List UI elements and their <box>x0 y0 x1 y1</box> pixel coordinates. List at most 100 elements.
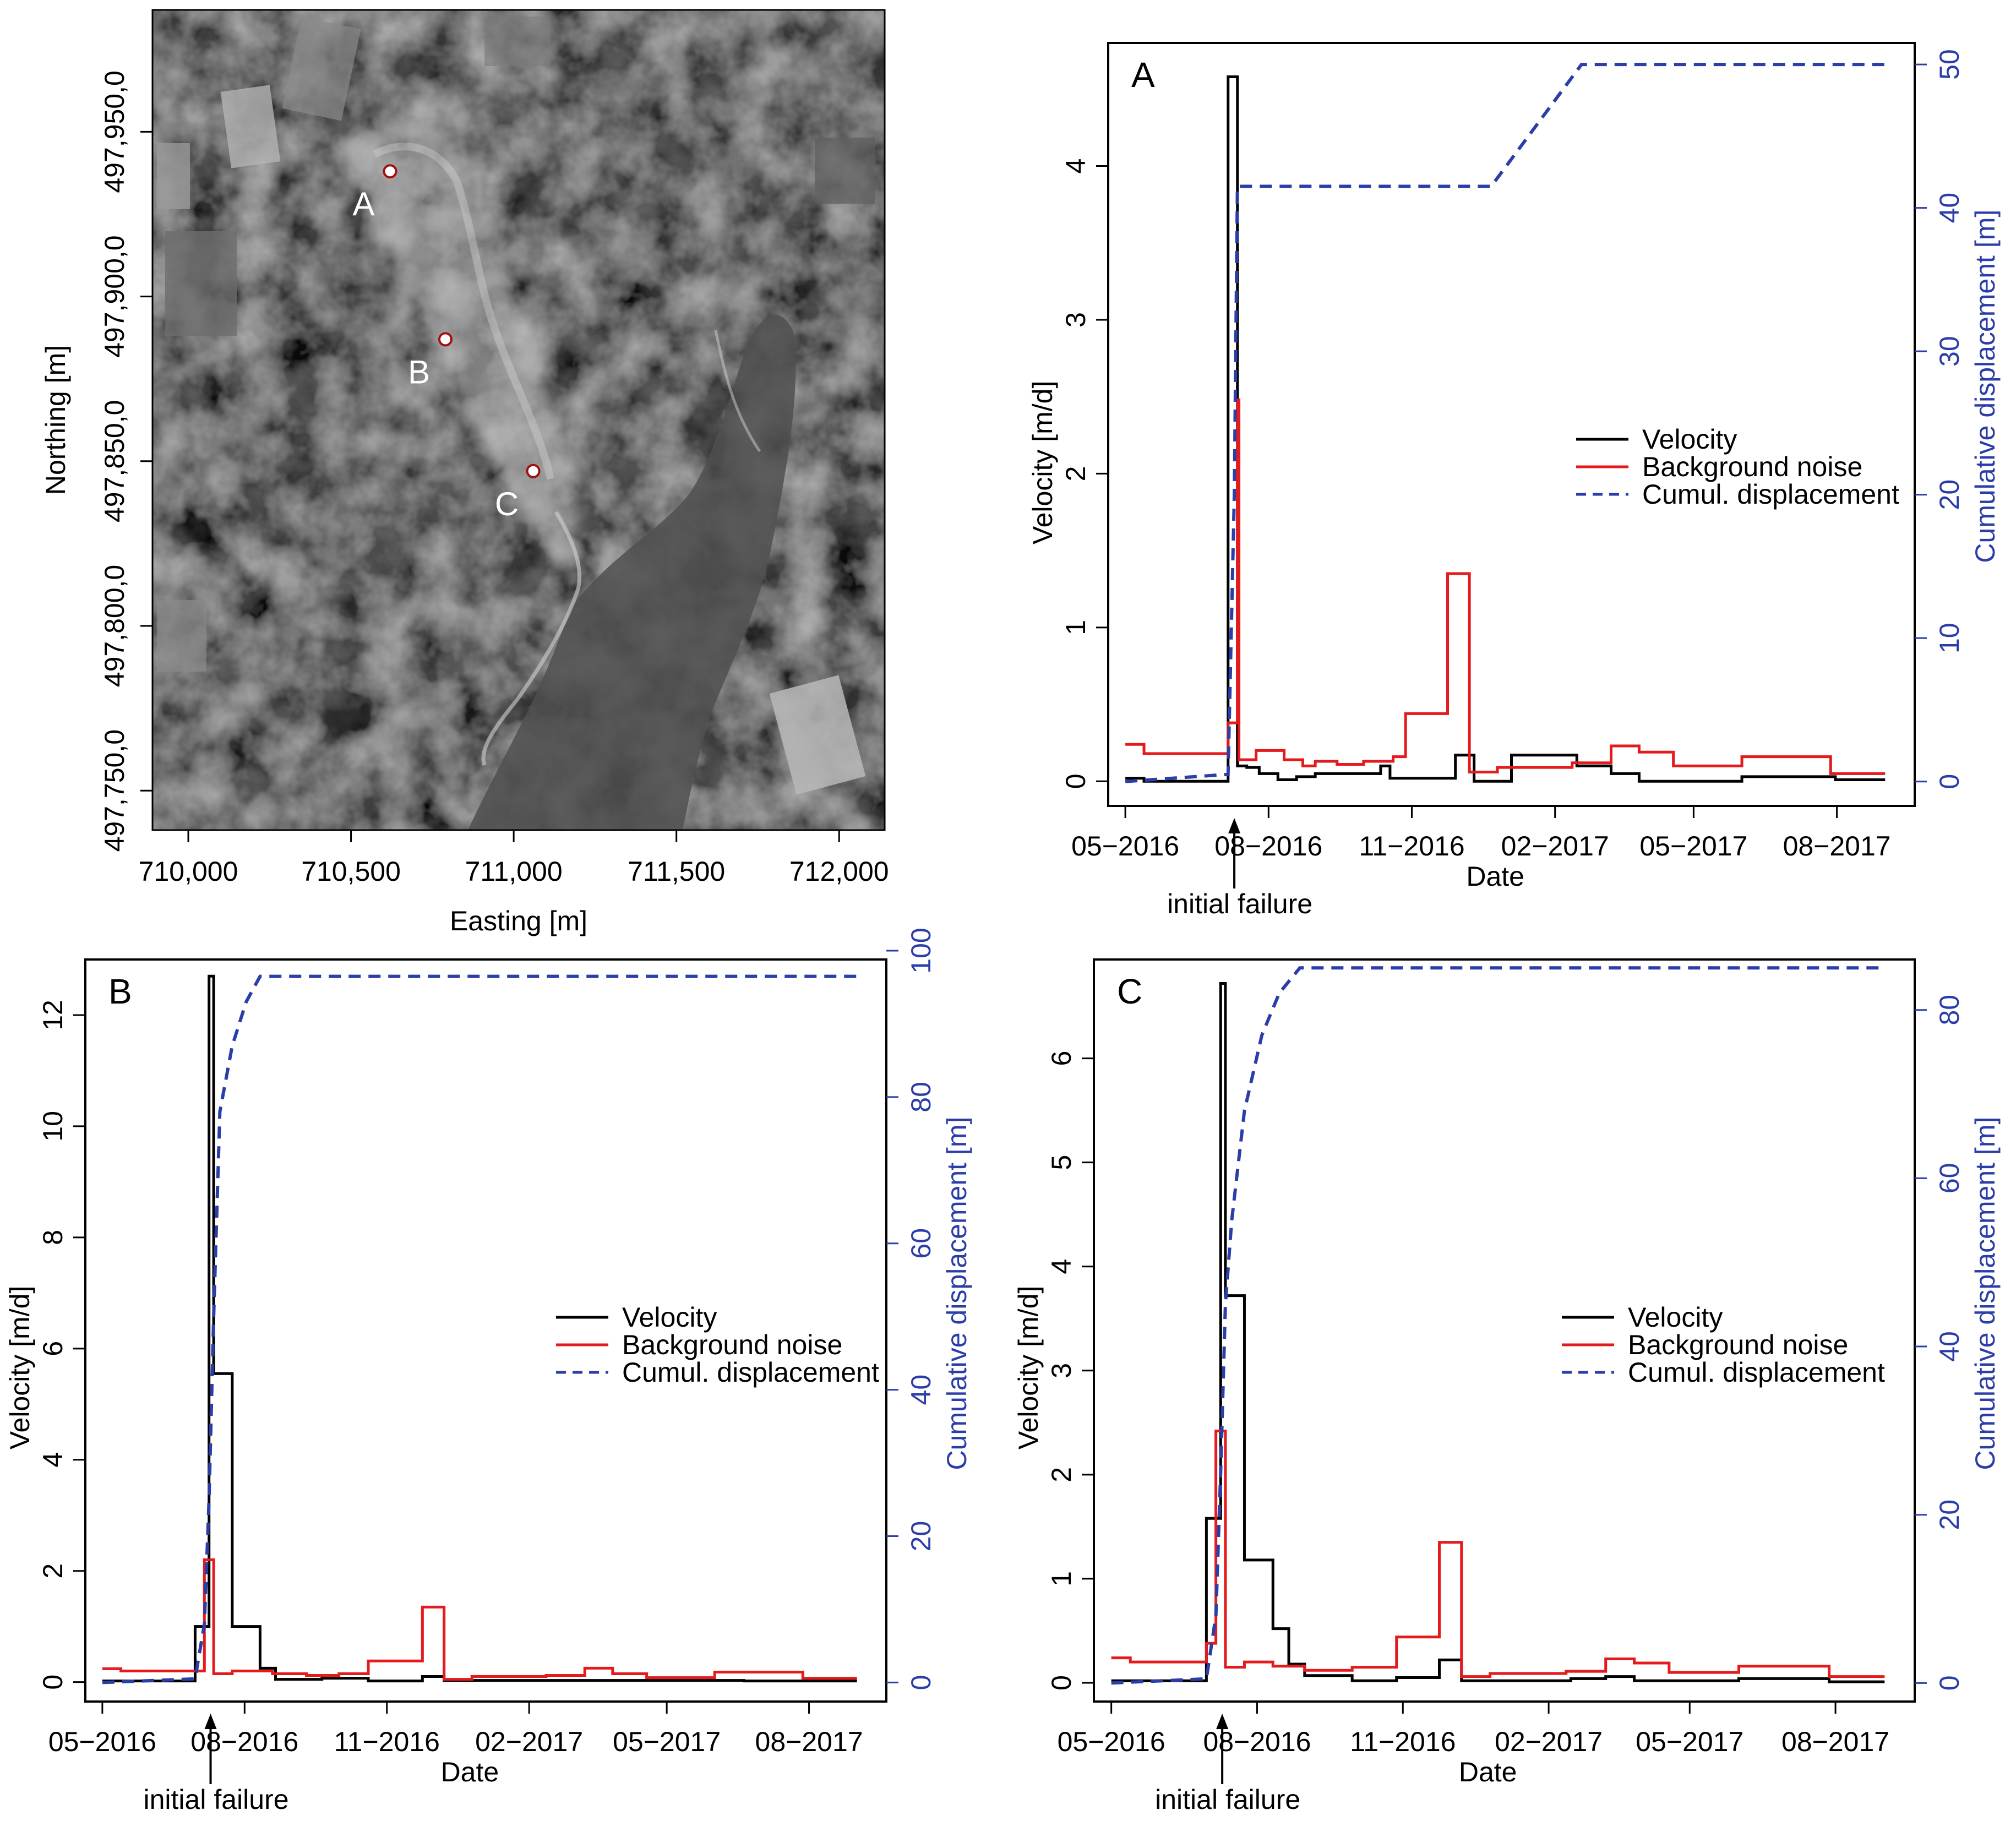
y2-tick-label: 10 <box>1934 623 1965 653</box>
x-tick-label: 02−2017 <box>475 1726 583 1757</box>
map-axes: 710,000 710,500 711,000 711,500 712,000 497,7… <box>99 70 889 887</box>
point-marker-c <box>526 464 541 478</box>
lake-surface <box>468 315 796 830</box>
y-axis-label: Velocity [m/d] <box>4 1286 35 1449</box>
point-marker-a <box>383 164 397 179</box>
y2-tick-label: 80 <box>906 1082 936 1113</box>
x-axis-label: Date <box>1459 1757 1517 1787</box>
y2-axis-label: Cumulative displacement [m] <box>941 1117 972 1470</box>
point-label-b: B <box>408 353 430 390</box>
y2-tick-label: 40 <box>1934 193 1965 223</box>
y-tick-label: 2 <box>1060 466 1091 482</box>
y-tick-label: 3 <box>1046 1363 1077 1378</box>
x-tick-label: 08−2017 <box>755 1726 863 1757</box>
map-y-tick-label: 497,800,0 <box>99 565 130 687</box>
map-frame <box>151 9 886 831</box>
initial-failure-label: initial failure <box>1167 888 1312 919</box>
y2-tick-label: 20 <box>906 1521 936 1552</box>
y-tick-label: 1 <box>1046 1571 1077 1586</box>
x-axis-label: Date <box>441 1757 499 1787</box>
satellite-map: 710,000 710,500 711,000 711,500 712,000 497,7… <box>40 9 889 936</box>
x-tick-label: 02−2017 <box>1501 831 1609 862</box>
x-tick-label: 05−2016 <box>48 1726 156 1757</box>
x-tick-label: 05−2017 <box>1636 1726 1743 1757</box>
plot-frame <box>84 958 887 1703</box>
x-tick-label: 05−2016 <box>1071 831 1179 862</box>
legend-label-noise: Background noise <box>1642 451 1862 482</box>
series-background-noise-line <box>1125 398 1886 775</box>
y-tick-label: 2 <box>1046 1467 1077 1482</box>
series-background-noise-line <box>1111 1429 1885 1678</box>
y2-tick-label: 100 <box>906 928 936 973</box>
map-y-tick-label: 497,750,0 <box>99 729 130 852</box>
x-tick-label: 08−2016 <box>1203 1726 1311 1757</box>
y2-tick-label: 20 <box>1934 1500 1965 1530</box>
series-background-noise-line <box>102 1558 857 1681</box>
series-cumulative-displacement-line <box>1111 966 1885 1685</box>
y2-tick-label: 40 <box>1934 1331 1965 1362</box>
y2-tick-label: 80 <box>1934 995 1965 1026</box>
y-tick-label: 0 <box>1046 1675 1077 1691</box>
y-tick-label: 0 <box>37 1675 68 1690</box>
satellite-image <box>152 10 885 830</box>
y2-tick-label: 50 <box>1934 49 1965 80</box>
map-y-tick-label: 497,950,0 <box>99 70 130 193</box>
x-axis-label: Date <box>1466 861 1524 892</box>
legend-label-cumul: Cumul. displacement <box>1628 1357 1885 1388</box>
y-tick-label: 4 <box>1060 159 1091 174</box>
legend-label-noise: Background noise <box>1628 1329 1848 1360</box>
initial-failure-label: initial failure <box>1155 1784 1300 1815</box>
shoreline <box>481 511 582 766</box>
initial-failure-arrowhead <box>204 1714 217 1729</box>
y-tick-label: 0 <box>1060 773 1091 789</box>
x-tick-label: 08−2017 <box>1781 1726 1889 1757</box>
series-velocity-line <box>1111 982 1885 1683</box>
y2-tick-label: 20 <box>1934 479 1965 510</box>
map-x-tick-label: 710,000 <box>139 856 238 887</box>
panel-label: B <box>108 972 132 1011</box>
y2-axis-label: Cumulative displacement [m] <box>1970 210 2001 563</box>
initial-failure-label: initial failure <box>144 1784 289 1815</box>
map-points: A B C <box>352 164 541 522</box>
plot-frame <box>1107 42 1916 807</box>
legend-label-velocity: Velocity <box>1642 424 1737 455</box>
y-tick-label: 1 <box>1060 620 1091 635</box>
point-label-c: C <box>495 486 519 522</box>
y-tick-label: 5 <box>1046 1155 1077 1170</box>
x-tick-label: 08−2016 <box>1214 831 1322 862</box>
y2-axis-label: Cumulative displacement [m] <box>1970 1117 2001 1470</box>
landslide-streak <box>372 143 554 480</box>
y2-tick-label: 30 <box>1934 336 1965 367</box>
x-tick-label: 11−2016 <box>334 1726 440 1757</box>
series-cumulative-displacement-line <box>1125 63 1886 783</box>
y-tick-label: 3 <box>1060 312 1091 328</box>
map-y-tick-label: 497,900,0 <box>99 235 130 357</box>
y2-tick-label: 60 <box>906 1228 936 1259</box>
legend-label-velocity: Velocity <box>1628 1302 1723 1333</box>
x-tick-label: 08−2016 <box>190 1726 298 1757</box>
field <box>220 85 281 168</box>
initial-failure-arrowhead <box>1216 1714 1229 1729</box>
field <box>815 138 875 204</box>
x-tick-label: 11−2016 <box>1350 1726 1456 1757</box>
y-tick-label: 10 <box>37 1111 68 1142</box>
y-axis-label: Velocity [m/d] <box>1013 1286 1044 1449</box>
map-x-tick-label: 711,000 <box>465 856 563 887</box>
legend-label-cumul: Cumul. displacement <box>1642 479 1899 510</box>
map-x-tick-label: 712,000 <box>789 856 889 887</box>
point-marker-b <box>438 332 453 347</box>
x-tick-label: 08−2017 <box>1783 831 1891 862</box>
series-cumulative-displacement-line <box>102 974 857 1684</box>
y2-tick-label: 0 <box>906 1675 936 1691</box>
map-x-axis-label: Easting [m] <box>450 906 587 936</box>
y-tick-label: 8 <box>37 1230 68 1245</box>
field <box>157 600 206 672</box>
map-y-axis-label: Northing [m] <box>40 345 71 495</box>
y-tick-label: 6 <box>37 1341 68 1356</box>
point-label-a: A <box>352 186 374 222</box>
x-tick-label: 05−2017 <box>1639 831 1747 862</box>
y-tick-label: 4 <box>1046 1259 1077 1274</box>
